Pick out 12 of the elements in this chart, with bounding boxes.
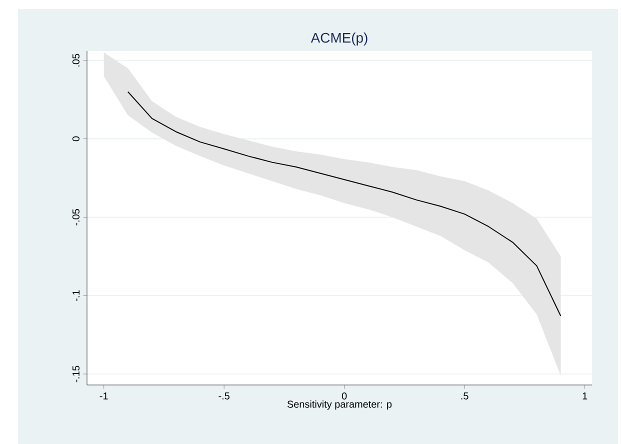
- x-tick-label: -.5: [218, 392, 230, 400]
- x-tick-label: 1: [582, 392, 588, 400]
- x-axis-title: Sensitivity parameter: p: [287, 400, 392, 410]
- y-tick-label: -.1: [72, 290, 80, 301]
- x-tick-label: .5: [461, 392, 468, 400]
- x-tick-label: -1: [100, 392, 108, 400]
- x-tick-label: 0: [342, 392, 347, 400]
- y-tick-label: -.15: [72, 366, 80, 382]
- y-tick-label: .05: [72, 54, 80, 66]
- y-tick-label: 0: [72, 136, 80, 142]
- chart-title: ACME(p): [310, 32, 368, 46]
- y-tick-label: -.05: [72, 209, 80, 226]
